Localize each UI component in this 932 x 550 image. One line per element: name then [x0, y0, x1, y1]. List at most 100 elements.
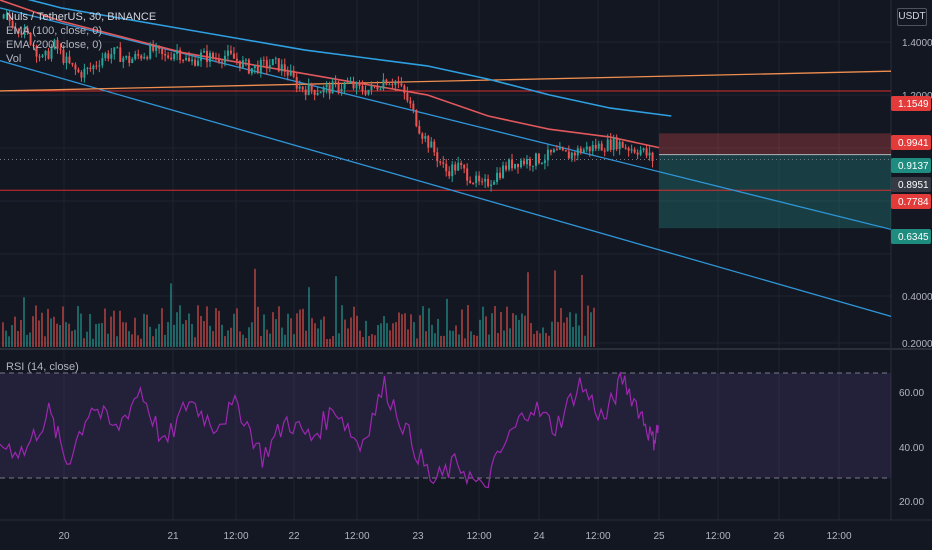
candle-body — [56, 39, 59, 49]
symbol-title[interactable]: Nuls / TetherUS, 30, BINANCE — [6, 11, 157, 23]
volume-bar — [518, 319, 520, 347]
candle-body — [466, 168, 469, 181]
candle-body — [155, 45, 158, 51]
candle-body — [418, 126, 421, 134]
candle-body — [391, 84, 394, 86]
candle-body — [229, 50, 232, 54]
rsi-tick-label: 40.00 — [899, 443, 924, 454]
candle-body — [170, 57, 173, 60]
volume-bar — [26, 334, 28, 347]
candle-body — [558, 147, 561, 150]
volume-bar — [395, 322, 397, 347]
volume-bar — [140, 338, 142, 347]
candle-body — [280, 64, 283, 72]
candle-body — [182, 59, 185, 61]
candle-body — [283, 64, 286, 72]
volume-bar — [380, 323, 382, 347]
volume-bar — [8, 336, 10, 347]
volume-bar — [314, 323, 316, 347]
volume-bar — [143, 313, 145, 347]
volume-bar — [320, 319, 322, 347]
volume-bar — [329, 338, 331, 347]
time-tick-label: 12:00 — [223, 531, 248, 542]
volume-bar — [569, 312, 571, 347]
currency-unit-button[interactable]: USDT — [897, 8, 927, 26]
candle-body — [370, 85, 373, 90]
candle-body — [552, 149, 555, 153]
candle-body — [292, 70, 295, 77]
candle-body — [71, 62, 74, 65]
volume-bar — [197, 305, 199, 347]
candle-body — [412, 103, 415, 110]
volume-bar — [386, 323, 388, 347]
volume-bar — [584, 335, 586, 347]
volume-label[interactable]: Vol — [6, 53, 22, 65]
volume-bar — [536, 330, 538, 347]
volume-bar — [272, 312, 274, 347]
candle-body — [286, 71, 289, 76]
volume-bar — [20, 319, 22, 347]
volume-bar — [221, 324, 223, 347]
candle-body — [475, 175, 478, 184]
volume-bar — [281, 327, 283, 347]
candle-body — [340, 88, 343, 92]
candle-body — [256, 64, 259, 73]
rsi-label[interactable]: RSI (14, close) — [6, 361, 79, 373]
candle-body — [244, 59, 247, 61]
candle-body — [8, 14, 11, 22]
trendline — [0, 7, 892, 230]
candle-body — [86, 67, 89, 69]
price-tag-label: 0.9137 — [898, 161, 929, 172]
candle-body — [433, 141, 436, 153]
volume-bar — [218, 310, 220, 347]
candle-body — [624, 147, 627, 149]
ema200-label[interactable]: EMA (200, close, 0) — [6, 39, 102, 51]
candle-body — [131, 59, 134, 63]
candle-body — [232, 53, 235, 59]
volume-bar — [203, 321, 205, 347]
volume-bar — [161, 308, 163, 347]
candle-body — [597, 143, 600, 149]
price-tag-box — [891, 229, 931, 244]
candle-body — [421, 133, 424, 139]
candle-body — [537, 153, 540, 164]
candle-body — [543, 160, 546, 164]
volume-bar — [356, 315, 358, 347]
candle-body — [44, 50, 47, 56]
candle-body — [546, 149, 549, 161]
rsi-tick-label: 20.00 — [899, 497, 924, 508]
volume-bar — [101, 323, 103, 347]
volume-bar — [110, 316, 112, 347]
candle-body — [41, 55, 44, 58]
volume-bar — [284, 334, 286, 347]
volume-bar — [68, 323, 70, 347]
volume-bar — [374, 335, 376, 347]
volume-bar — [551, 321, 553, 347]
volume-bar — [152, 336, 154, 347]
volume-bar — [533, 333, 535, 347]
candle-body — [220, 61, 223, 63]
chart-legend: Nuls / TetherUS, 30, BINANCE EMA (100, c… — [6, 10, 156, 66]
volume-bar — [176, 312, 178, 347]
volume-bar — [146, 314, 148, 347]
volume-bar — [293, 334, 295, 347]
volume-bar — [413, 322, 415, 347]
volume-bar — [545, 332, 547, 347]
ema100-label[interactable]: EMA (100, close, 0) — [6, 25, 102, 37]
candle-body — [301, 86, 304, 90]
candle-body — [176, 50, 179, 54]
volume-bar — [59, 324, 61, 347]
volume-bar — [158, 324, 160, 347]
candle-body — [152, 45, 155, 51]
candle-body — [197, 60, 200, 66]
candle-body — [460, 162, 463, 166]
volume-bar — [5, 330, 7, 347]
candle-body — [517, 163, 520, 168]
candle-body — [313, 90, 316, 95]
candle-body — [47, 50, 50, 59]
candle-body — [14, 28, 17, 30]
volume-bar — [359, 330, 361, 347]
volume-bar — [494, 306, 496, 347]
volume-bar — [167, 322, 169, 347]
